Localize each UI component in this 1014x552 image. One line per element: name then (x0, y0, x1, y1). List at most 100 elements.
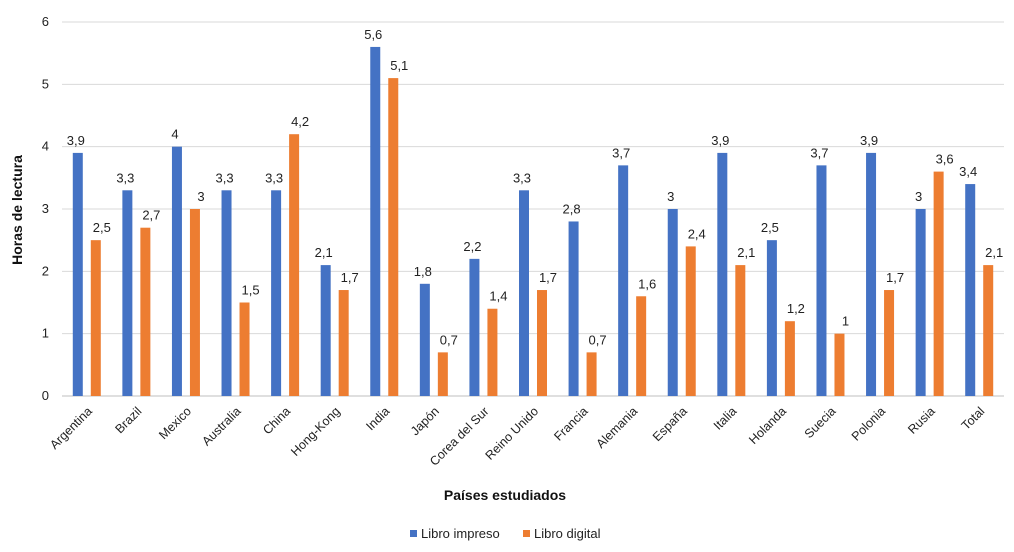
x-tick-label: Argentina (47, 404, 95, 452)
data-label: 1,4 (489, 289, 507, 304)
bar-libro-digital (586, 352, 597, 396)
bar-libro-digital (289, 134, 300, 396)
data-label: 3,3 (265, 170, 283, 185)
bar-libro-digital (140, 227, 151, 396)
bar-libro-digital (338, 290, 349, 396)
data-label: 2,5 (93, 220, 111, 235)
bar-libro-impreso (519, 190, 529, 396)
bar-libro-impreso (965, 184, 976, 396)
y-tick-label: 6 (42, 14, 49, 29)
data-label: 1,7 (886, 270, 904, 285)
x-tick-label: Total (959, 404, 988, 433)
data-label: 2,1 (315, 245, 333, 260)
bar-libro-impreso (469, 258, 480, 396)
bar-libro-impreso (122, 190, 133, 396)
bar-libro-digital (636, 296, 647, 396)
bar-libro-impreso (667, 209, 678, 396)
y-tick-label: 1 (42, 326, 49, 341)
data-label: 3 (667, 189, 674, 204)
bar-libro-impreso (766, 240, 777, 396)
y-tick-label: 4 (42, 139, 49, 154)
bar-libro-impreso (320, 265, 331, 396)
x-tick-label: India (363, 404, 392, 433)
bar-libro-impreso (72, 152, 83, 396)
bar-libro-digital (90, 240, 101, 396)
bar-libro-impreso (915, 209, 926, 396)
data-label: 2,7 (142, 208, 160, 223)
data-label: 1,7 (539, 270, 557, 285)
bar-libro-digital (437, 352, 448, 396)
bar-libro-impreso (221, 190, 232, 396)
bar-libro-digital (784, 321, 795, 396)
legend-swatch (410, 530, 417, 537)
data-label: 2,8 (563, 201, 581, 216)
legend-label: Libro digital (534, 526, 601, 541)
bar-libro-digital (933, 171, 944, 396)
bar-libro-impreso (271, 190, 282, 396)
y-tick-label: 0 (42, 388, 49, 403)
x-tick-label: Reino Unido (483, 404, 542, 463)
data-label: 3,3 (215, 170, 233, 185)
x-tick-label: Holanda (746, 404, 789, 447)
data-labels: 3,9 2,5 3,3 2,7 4 3 3,3 1,5 3,3 4,2 2,1 1,7 5,6 5,1 1,… (67, 27, 1003, 347)
bar-libro-digital (884, 290, 895, 396)
x-axis: Argentina Brazil Mexico Australia ChinaHong-… (47, 404, 987, 468)
bar-libro-impreso (618, 165, 629, 396)
data-label: 3,9 (711, 133, 729, 148)
data-label: 3,7 (612, 145, 630, 160)
data-label: 3,7 (810, 145, 828, 160)
y-tick-label: 2 (42, 263, 49, 278)
data-label: 1,7 (341, 270, 359, 285)
bar-libro-digital (834, 333, 845, 396)
legend-swatch (523, 530, 530, 537)
bar-libro-digital (189, 209, 200, 396)
bar-libro-digital (983, 265, 994, 396)
x-tick-label: Francia (551, 404, 590, 443)
legend: Libro impreso Libro digital (410, 526, 601, 541)
bar-libro-impreso (816, 165, 827, 396)
bar-libro-digital (537, 290, 547, 396)
data-label: 1 (842, 314, 849, 329)
data-label: 3,6 (936, 152, 954, 167)
data-label: 3,3 (513, 170, 531, 185)
data-label: 3,9 (67, 133, 85, 148)
bar-libro-digital (735, 265, 746, 396)
data-label: 3 (915, 189, 922, 204)
x-tick-label: Italia (711, 404, 740, 433)
bar-libro-impreso (568, 221, 579, 396)
data-label: 2,4 (688, 226, 706, 241)
bar-libro-impreso (866, 152, 877, 396)
y-tick-label: 3 (42, 201, 49, 216)
x-tick-label: China (260, 404, 293, 437)
data-label: 4 (171, 127, 178, 142)
bar-libro-digital (487, 308, 498, 396)
legend-label: Libro impreso (421, 526, 500, 541)
x-tick-label: Rusia (905, 404, 938, 437)
x-tick-label: Polonia (849, 404, 888, 443)
data-label: 0,7 (589, 332, 607, 347)
bar-libro-digital (388, 78, 399, 396)
data-label: 2,5 (761, 220, 779, 235)
bar-libro-impreso (419, 283, 430, 396)
data-label: 4,2 (291, 114, 309, 129)
bar-libro-digital (239, 302, 250, 396)
bar-libro-impreso (370, 46, 381, 396)
bars (72, 46, 994, 396)
data-label: 1,5 (241, 283, 259, 298)
x-tick-label: Australia (199, 404, 243, 448)
bar-libro-digital (685, 246, 696, 396)
data-label: 5,6 (364, 27, 382, 42)
data-label: 5,1 (390, 58, 408, 73)
data-label: 1,2 (787, 301, 805, 316)
data-label: 1,8 (414, 264, 432, 279)
x-tick-label: Japón (408, 404, 442, 438)
y-axis-title: Horas de lectura (9, 155, 25, 265)
y-axis: 0 1 2 3 4 5 6 (42, 14, 49, 403)
x-tick-label: España (650, 404, 690, 444)
data-label: 3 (197, 189, 204, 204)
x-tick-label: Brazil (112, 404, 144, 436)
data-label: 0,7 (440, 332, 458, 347)
x-tick-label: Alemania (594, 404, 641, 451)
